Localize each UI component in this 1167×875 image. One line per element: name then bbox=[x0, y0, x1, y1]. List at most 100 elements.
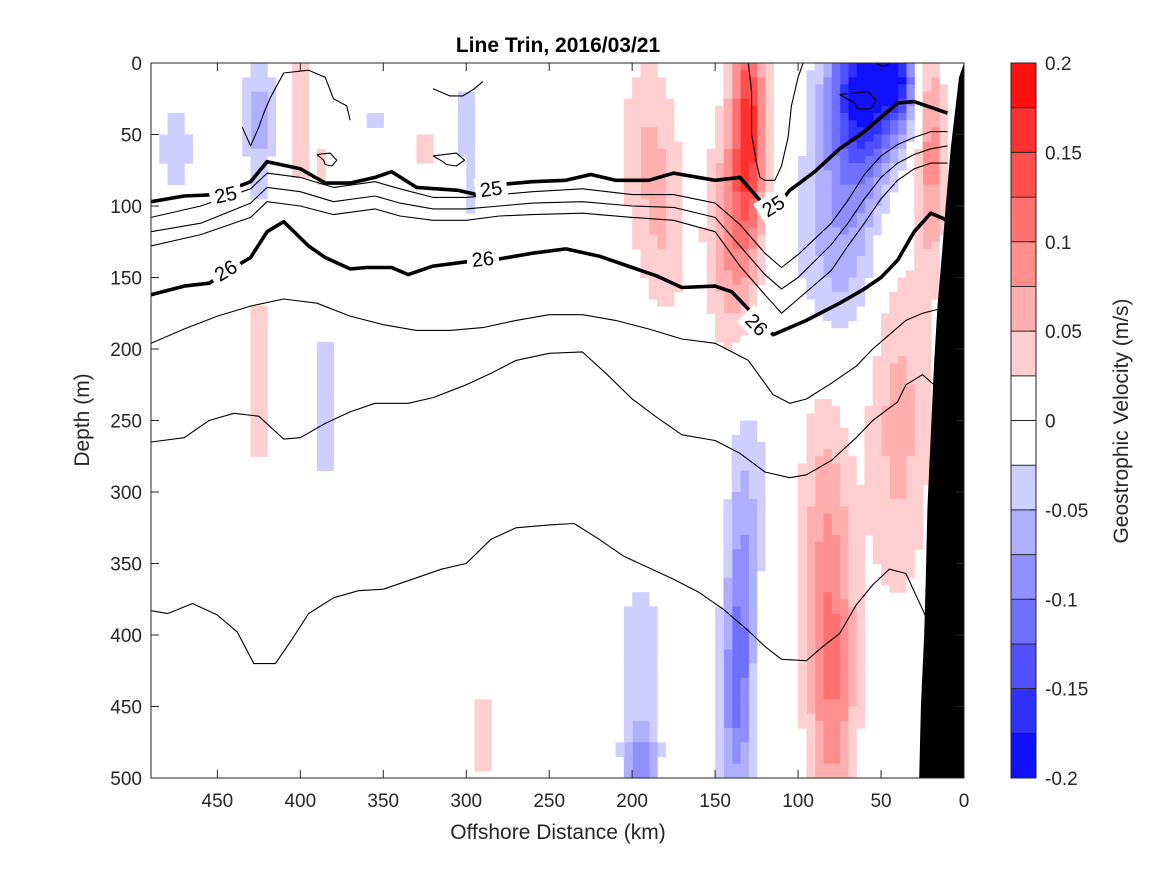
velocity-cell bbox=[657, 742, 666, 750]
velocity-cell bbox=[806, 706, 816, 715]
velocity-cell bbox=[748, 184, 758, 193]
velocity-cell bbox=[856, 170, 866, 178]
velocity-cell bbox=[715, 756, 725, 765]
velocity-cell bbox=[715, 298, 725, 307]
velocity-cell bbox=[258, 91, 268, 100]
velocity-cell bbox=[839, 198, 849, 207]
velocity-cell bbox=[872, 463, 882, 472]
velocity-cell bbox=[623, 677, 633, 686]
velocity-cell bbox=[939, 148, 949, 157]
velocity-cell bbox=[723, 677, 733, 686]
velocity-cell bbox=[250, 127, 260, 136]
velocity-cell bbox=[897, 84, 907, 93]
velocity-cell bbox=[657, 163, 666, 171]
velocity-cell bbox=[814, 91, 824, 100]
velocity-cell bbox=[623, 198, 633, 207]
velocity-cell bbox=[922, 256, 932, 264]
velocity-cell bbox=[806, 613, 816, 622]
velocity-cell bbox=[856, 248, 866, 257]
velocity-cell bbox=[922, 206, 932, 214]
velocity-cell bbox=[881, 341, 890, 350]
velocity-cell bbox=[889, 377, 899, 386]
velocity-cell bbox=[632, 234, 642, 243]
velocity-cell bbox=[648, 127, 658, 136]
velocity-cell bbox=[632, 642, 642, 650]
velocity-cell bbox=[731, 277, 741, 286]
velocity-cell bbox=[831, 105, 841, 114]
velocity-cell bbox=[748, 635, 758, 643]
velocity-cell bbox=[665, 163, 675, 171]
velocity-cell bbox=[756, 170, 766, 178]
velocity-cell bbox=[881, 84, 890, 93]
velocity-cell bbox=[806, 184, 816, 193]
velocity-cell bbox=[748, 456, 758, 464]
velocity-cell bbox=[764, 113, 774, 121]
velocity-cell bbox=[632, 91, 642, 100]
velocity-cell bbox=[457, 120, 467, 128]
velocity-cell bbox=[905, 77, 915, 86]
velocity-cell bbox=[822, 427, 832, 436]
velocity-cell bbox=[798, 620, 807, 629]
velocity-cell bbox=[457, 105, 467, 114]
velocity-cell bbox=[640, 148, 650, 157]
velocity-cell bbox=[847, 756, 857, 765]
velocity-cell bbox=[292, 105, 301, 114]
velocity-cell bbox=[723, 549, 733, 557]
velocity-cell bbox=[292, 113, 301, 121]
velocity-cell bbox=[864, 134, 874, 143]
velocity-cell bbox=[839, 520, 849, 529]
velocity-cell bbox=[831, 656, 841, 665]
velocity-cell bbox=[897, 477, 907, 486]
colorbar-tick-label: 0.2 bbox=[1045, 54, 1071, 75]
velocity-cell bbox=[665, 220, 675, 229]
velocity-cell bbox=[740, 184, 749, 193]
velocity-cell bbox=[250, 413, 260, 422]
colorbar-tick-label: -0.2 bbox=[1045, 769, 1078, 790]
velocity-cell bbox=[740, 534, 749, 543]
velocity-cell bbox=[806, 277, 816, 286]
velocity-cell bbox=[748, 606, 758, 615]
velocity-cell bbox=[864, 270, 874, 279]
velocity-cell bbox=[914, 520, 924, 529]
velocity-cell bbox=[673, 155, 683, 164]
velocity-cell bbox=[939, 227, 949, 236]
velocity-cell bbox=[930, 70, 940, 78]
velocity-cell bbox=[889, 492, 899, 500]
velocity-cell bbox=[723, 334, 733, 343]
velocity-cell bbox=[839, 456, 849, 464]
velocity-cell bbox=[748, 749, 758, 758]
velocity-cell bbox=[831, 449, 841, 457]
velocity-cell bbox=[881, 98, 890, 107]
velocity-cell bbox=[640, 763, 650, 772]
velocity-cell bbox=[939, 105, 949, 114]
colorbar-swatch bbox=[1011, 286, 1036, 332]
velocity-cell bbox=[831, 406, 841, 414]
velocity-cell bbox=[889, 148, 899, 157]
velocity-cell bbox=[905, 456, 915, 464]
velocity-cell bbox=[748, 513, 758, 522]
velocity-cell bbox=[632, 606, 642, 615]
isopycnal-thin bbox=[151, 145, 948, 290]
velocity-cell bbox=[748, 677, 758, 686]
velocity-cell bbox=[715, 685, 725, 693]
velocity-cell bbox=[756, 155, 766, 164]
velocity-cell bbox=[831, 635, 841, 643]
velocity-cell bbox=[748, 191, 758, 200]
velocity-cell bbox=[723, 98, 733, 107]
velocity-cell bbox=[648, 256, 658, 264]
velocity-cell bbox=[756, 256, 766, 264]
velocity-cell bbox=[623, 191, 633, 200]
velocity-cell bbox=[706, 291, 716, 300]
velocity-cell bbox=[914, 513, 924, 522]
velocity-cell bbox=[740, 492, 749, 500]
velocity-cell bbox=[798, 670, 807, 679]
velocity-cell bbox=[756, 492, 766, 500]
velocity-cell bbox=[731, 599, 741, 607]
velocity-cell bbox=[806, 656, 816, 665]
velocity-cell bbox=[723, 141, 733, 150]
velocity-cell bbox=[632, 599, 642, 607]
velocity-cell bbox=[905, 520, 915, 529]
velocity-cell bbox=[897, 563, 907, 572]
velocity-cell bbox=[316, 449, 326, 457]
velocity-cell bbox=[822, 642, 832, 650]
